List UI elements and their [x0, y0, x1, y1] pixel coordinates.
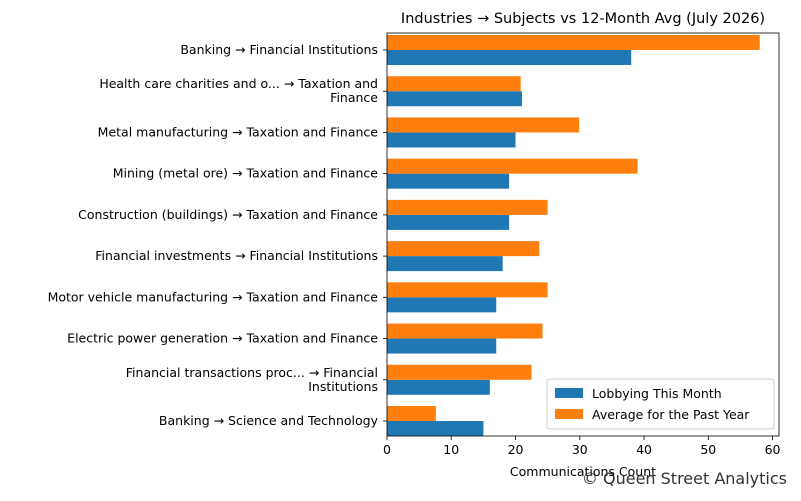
y-tick-label: Mining (metal ore) → Taxation and Financ…: [113, 166, 379, 181]
bar-past-year-avg: [387, 406, 436, 421]
y-tick-label: Financial transactions proc... → Financi…: [126, 365, 378, 380]
y-tick-label: Institutions: [308, 379, 378, 394]
y-tick-label: Construction (buildings) → Taxation and …: [78, 207, 378, 222]
watermark: © Queen Street Analytics: [581, 469, 787, 488]
x-tick-label: 40: [636, 442, 652, 457]
x-axis-label: Communications Count: [510, 464, 656, 479]
legend-swatch: [555, 409, 583, 419]
y-tick-label: Finance: [330, 90, 378, 105]
bar-this-month: [387, 132, 516, 148]
bar-past-year-avg: [387, 199, 548, 215]
bar-past-year-avg: [387, 117, 580, 133]
bar-past-year-avg: [387, 241, 540, 257]
legend-box: [546, 378, 775, 430]
x-tick-label: 50: [700, 442, 716, 457]
y-tick-label: Electric power generation → Taxation and…: [67, 331, 378, 346]
bar-this-month: [387, 297, 497, 313]
bar-this-month: [387, 173, 510, 189]
y-tick-label: Metal manufacturing → Taxation and Finan…: [98, 124, 379, 139]
bar-past-year-avg: [387, 282, 548, 298]
bar-past-year-avg: [387, 323, 543, 339]
y-tick-label: Banking → Science and Technology: [159, 413, 379, 428]
y-tick-label: Motor vehicle manufacturing → Taxation a…: [48, 289, 379, 304]
y-tick-label: Banking → Financial Institutions: [180, 42, 378, 57]
bar-this-month: [387, 50, 632, 65]
bar-past-year-avg: [387, 158, 638, 174]
bar-this-month: [387, 338, 497, 354]
chart-title: Industries → Subjects vs 12-Month Avg (J…: [401, 11, 765, 27]
x-tick-label: 60: [765, 442, 781, 457]
x-tick-label: 30: [572, 442, 588, 457]
bar-this-month: [387, 421, 484, 436]
x-tick-label: 10: [443, 442, 459, 457]
bar-this-month: [387, 91, 522, 107]
bar-past-year-avg: [387, 35, 760, 50]
x-tick-label: 0: [383, 442, 391, 457]
y-tick-label: Financial investments → Financial Instit…: [95, 248, 378, 263]
bar-this-month: [387, 256, 503, 272]
bar-past-year-avg: [387, 76, 521, 92]
bar-this-month: [387, 214, 510, 230]
bar-this-month: [387, 379, 490, 395]
legend-label: Average for the Past Year: [592, 407, 750, 422]
x-tick-label: 20: [508, 442, 524, 457]
bar-past-year-avg: [387, 364, 532, 380]
y-tick-label: Health care charities and o... → Taxatio…: [99, 76, 378, 91]
plot-frame: [386, 32, 780, 437]
legend-swatch: [555, 388, 583, 398]
legend-label: Lobbying This Month: [592, 386, 722, 401]
